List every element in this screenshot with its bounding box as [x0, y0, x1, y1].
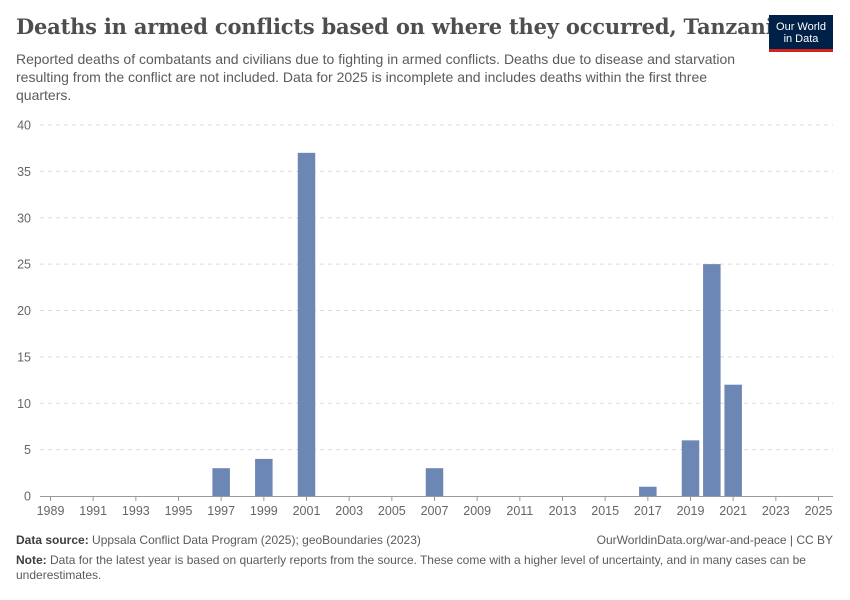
x-tick-label-2005: 2005 [378, 504, 406, 518]
x-tick-label-1993: 1993 [122, 504, 150, 518]
bar-2019[interactable] [681, 440, 700, 496]
y-tick-label-20: 20 [17, 304, 31, 318]
y-tick-label-0: 0 [24, 490, 31, 504]
chart-note: Note: Data for the latest year is based … [16, 553, 831, 583]
x-tick-label-1999: 1999 [250, 504, 278, 518]
x-tick-label-1989: 1989 [37, 504, 65, 518]
x-tick-label-1995: 1995 [165, 504, 193, 518]
data-source: Data source: Uppsala Conflict Data Progr… [16, 533, 421, 547]
logo-line-1: Our World [776, 21, 826, 33]
bar-2021[interactable] [724, 384, 742, 496]
logo-line-2: in Data [783, 33, 819, 45]
x-tick-label-2025: 2025 [805, 504, 833, 518]
x-tick-label-2023: 2023 [762, 504, 790, 518]
x-tick-label-1991: 1991 [79, 504, 107, 518]
data-source-text[interactable]: Uppsala Conflict Data Program (2025); ge… [92, 533, 421, 547]
y-tick-label-15: 15 [17, 350, 31, 364]
note-text: Data for the latest year is based on qua… [16, 553, 806, 582]
x-tick-label-2015: 2015 [591, 504, 619, 518]
note-label: Note: [16, 553, 47, 567]
x-tick-label-2009: 2009 [463, 504, 491, 518]
x-tick-label-2017: 2017 [634, 504, 662, 518]
y-tick-label-35: 35 [17, 165, 31, 179]
x-tick-label-2021: 2021 [719, 504, 747, 518]
y-tick-label-5: 5 [24, 443, 31, 457]
x-tick-label-1997: 1997 [207, 504, 235, 518]
y-tick-label-25: 25 [17, 258, 31, 272]
x-tick-label-2019: 2019 [677, 504, 705, 518]
owid-logo[interactable]: Our World in Data [769, 15, 833, 52]
x-tick-label-2013: 2013 [549, 504, 577, 518]
bar-1999[interactable] [255, 458, 273, 496]
chart-subtitle: Reported deaths of combatants and civili… [16, 51, 736, 103]
y-tick-label-10: 10 [17, 397, 31, 411]
bar-2017[interactable] [639, 486, 657, 496]
x-tick-label-2011: 2011 [506, 504, 533, 518]
source-url[interactable]: OurWorldinData.org/war-and-peace | CC BY [596, 533, 833, 547]
data-source-label: Data source: [16, 533, 89, 547]
x-tick-label-2007: 2007 [421, 504, 449, 518]
y-tick-label-40: 40 [17, 119, 31, 133]
y-tick-label-30: 30 [17, 211, 31, 225]
chart-title: Deaths in armed conflicts based on where… [16, 14, 787, 39]
x-tick-label-2001: 2001 [293, 504, 321, 518]
bar-2007[interactable] [425, 468, 444, 496]
bar-2001[interactable] [297, 152, 316, 496]
x-tick-label-2003: 2003 [335, 504, 363, 518]
bar-2020[interactable] [703, 264, 721, 496]
bar-1997[interactable] [212, 468, 230, 496]
